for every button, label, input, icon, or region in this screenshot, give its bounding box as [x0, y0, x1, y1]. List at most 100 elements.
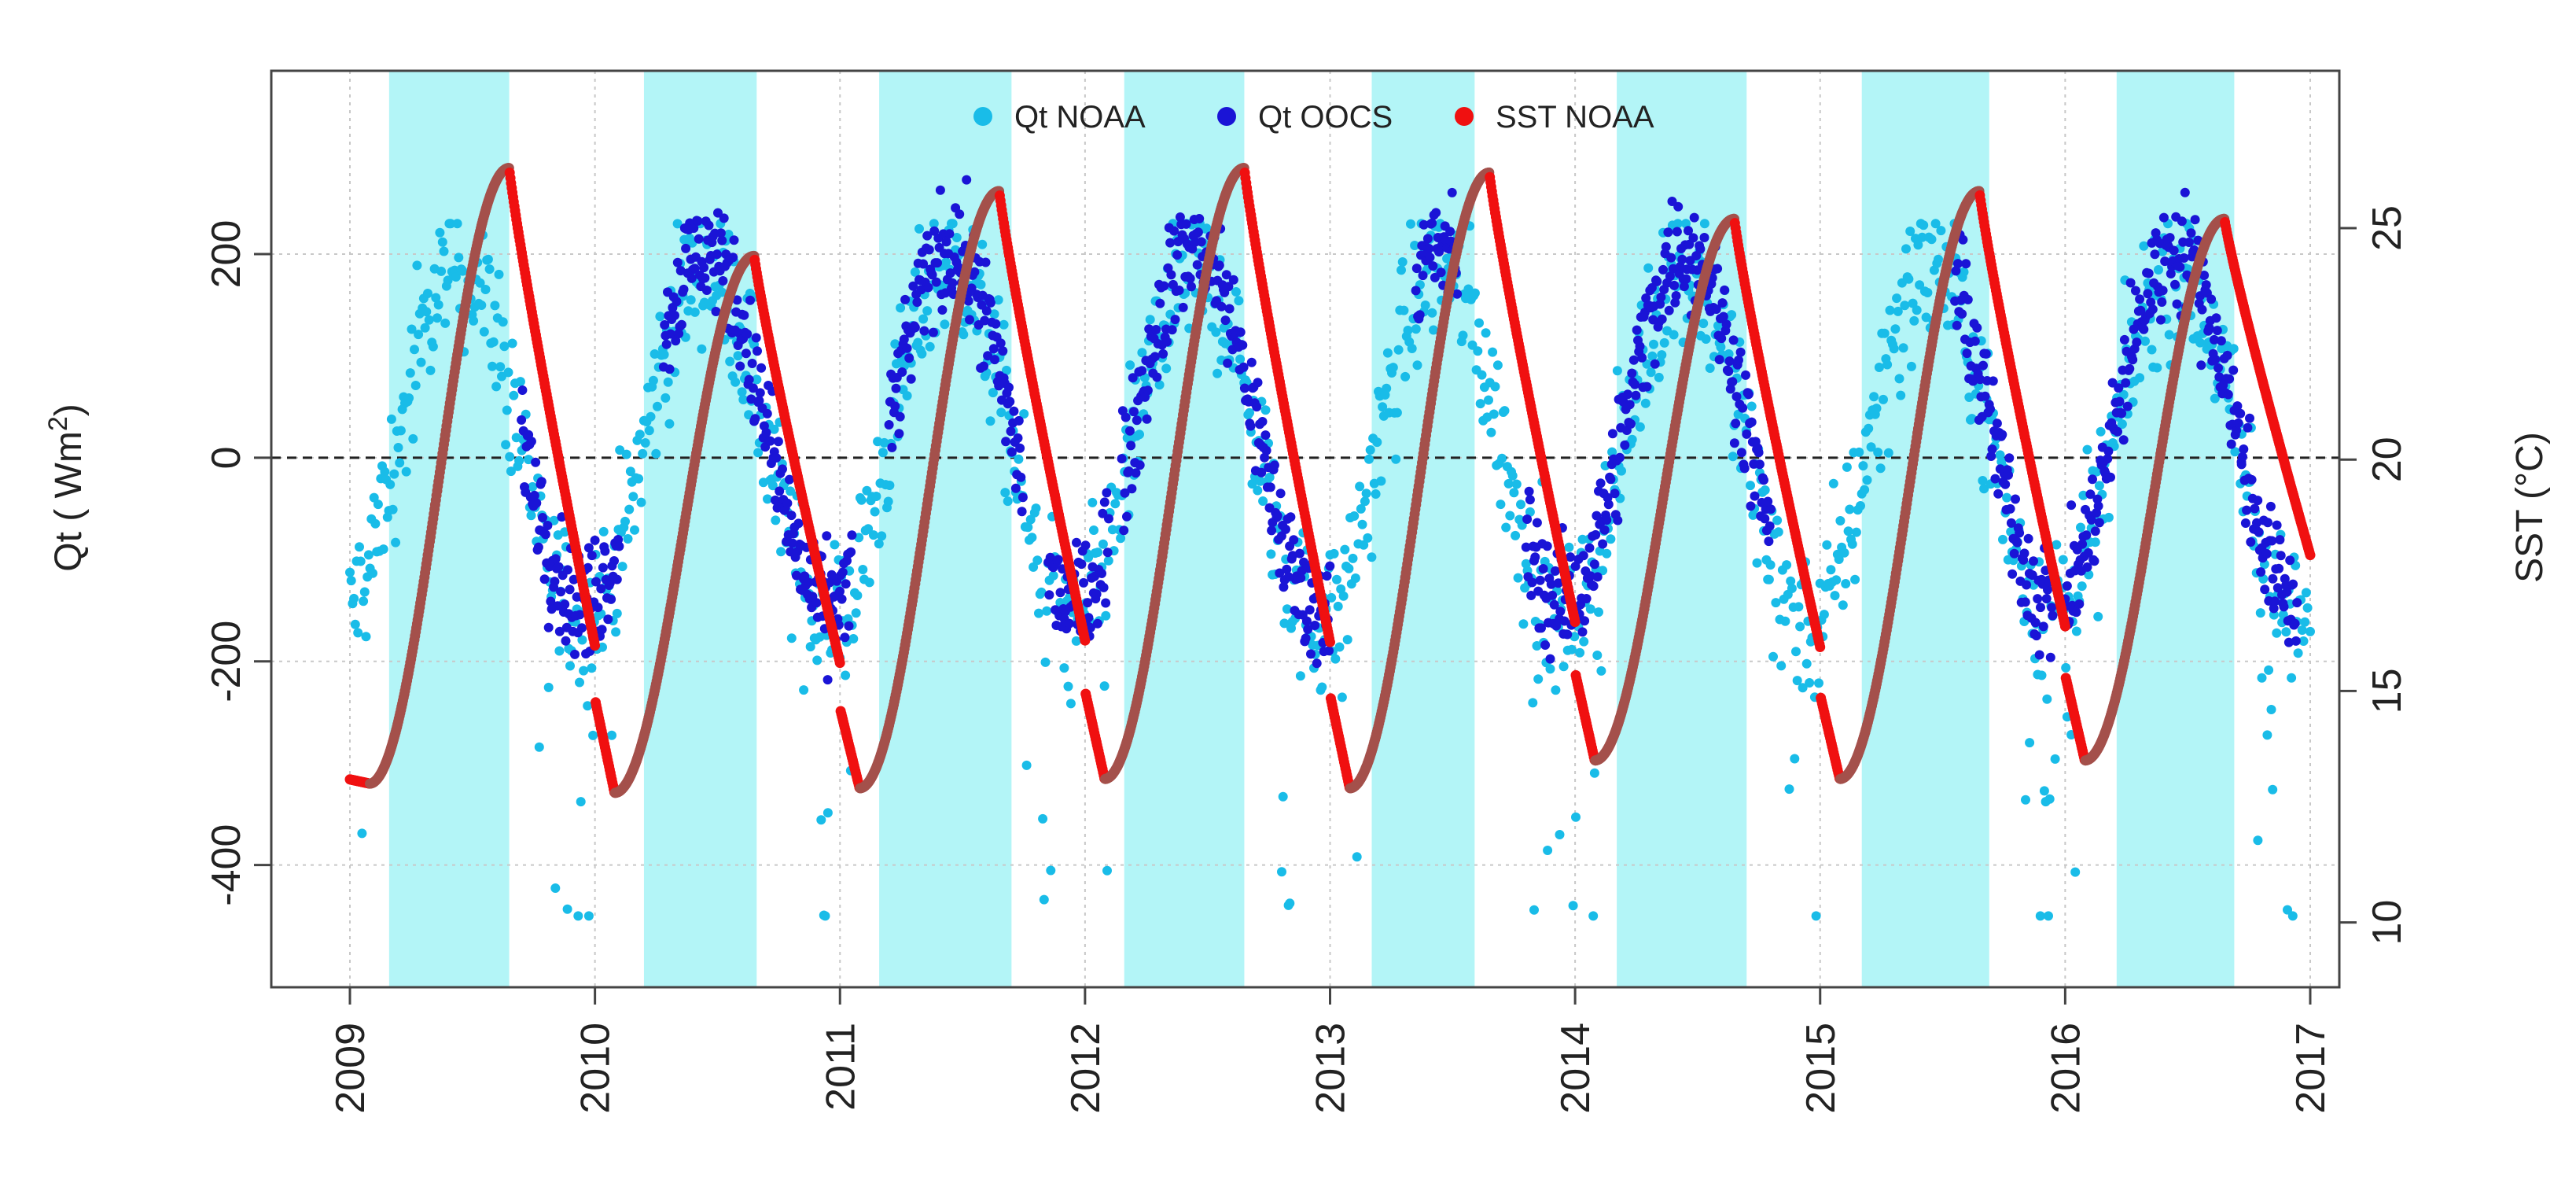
qt-oocs-point	[1731, 418, 1741, 429]
qt-noaa-point	[408, 433, 418, 444]
qt-oocs-point	[1286, 512, 1296, 522]
qt-noaa-point	[1258, 496, 1268, 506]
qt-oocs-point	[1187, 282, 1196, 292]
qt-noaa-point	[786, 486, 796, 496]
qt-noaa-point	[2021, 795, 2030, 805]
qt-oocs-point	[1736, 448, 1746, 458]
qt-noaa-point	[663, 377, 673, 387]
qt-oocs-point	[902, 343, 912, 353]
qt-oocs-point	[1124, 426, 1135, 436]
qt-oocs-point	[570, 649, 580, 659]
qt-oocs-point	[1065, 618, 1074, 629]
qt-noaa-point	[1589, 768, 1599, 778]
qt-oocs-point	[1143, 385, 1153, 396]
qt-oocs-point	[1764, 536, 1774, 547]
qt-noaa-point	[1607, 447, 1617, 457]
qt-noaa-point	[1488, 347, 1498, 357]
qt-oocs-point	[979, 361, 988, 371]
qt-oocs-point	[906, 374, 916, 384]
qt-noaa-point	[439, 246, 449, 256]
qt-oocs-point	[2285, 555, 2295, 566]
qt-noaa-point	[1264, 472, 1275, 482]
qt-noaa-point	[405, 368, 415, 378]
qt-noaa-point	[1908, 298, 1918, 308]
qt-oocs-point	[719, 213, 729, 223]
qt-oocs-point	[948, 278, 958, 288]
qt-noaa-point	[918, 314, 929, 324]
sst-noaa-point	[1570, 617, 1581, 628]
qt-noaa-point	[543, 682, 554, 692]
qt-noaa-point	[1814, 678, 1823, 688]
qt-noaa-point	[738, 395, 749, 404]
qt-noaa-point	[1866, 442, 1876, 452]
qt-oocs-point	[1301, 616, 1312, 626]
qt-oocs-point	[2030, 618, 2041, 628]
qt-noaa-point	[1669, 330, 1679, 340]
qt-oocs-point	[1166, 270, 1176, 280]
qt-oocs-point	[1142, 414, 1152, 424]
qt-noaa-point	[370, 518, 381, 529]
qt-oocs-point	[1092, 618, 1102, 629]
qt-noaa-point	[1277, 867, 1286, 877]
qt-oocs-point	[597, 625, 607, 635]
qt-noaa-point	[2039, 786, 2049, 796]
qt-oocs-point	[1306, 649, 1316, 659]
qt-oocs-point	[1610, 489, 1620, 499]
qt-oocs-point	[1972, 323, 1982, 333]
qt-noaa-point	[501, 440, 511, 450]
qt-oocs-point	[1540, 640, 1551, 650]
qt-oocs-point	[2279, 602, 2289, 612]
qt-noaa-point	[1936, 226, 1946, 236]
qt-oocs-point	[822, 675, 833, 685]
qt-noaa-point	[507, 338, 517, 348]
qt-oocs-point	[1657, 314, 1667, 324]
qt-noaa-point	[1359, 540, 1369, 550]
qt-oocs-point	[2260, 584, 2270, 595]
qt-noaa-point	[929, 219, 939, 229]
qt-oocs-point	[962, 175, 972, 185]
qt-oocs-point	[912, 297, 922, 308]
qt-noaa-point	[1912, 305, 1922, 315]
qt-oocs-point	[2066, 500, 2077, 511]
sst-noaa-point	[834, 658, 845, 669]
qt-noaa-point	[1255, 476, 1265, 486]
qt-noaa-point	[1768, 651, 1778, 662]
qt-oocs-point	[1759, 475, 1768, 485]
qt-oocs-point	[2291, 636, 2301, 646]
qt-noaa-point	[475, 278, 485, 288]
qt-oocs-point	[1418, 271, 1428, 281]
qt-noaa-point	[940, 319, 950, 330]
qt-noaa-point	[996, 407, 1006, 418]
qt-oocs-point	[2147, 304, 2158, 315]
qt-noaa-point	[646, 411, 656, 422]
qt-noaa-point	[1065, 699, 1076, 709]
qt-oocs-point	[1415, 310, 1425, 320]
qt-oocs-point	[1072, 537, 1081, 548]
qt-noaa-point	[499, 341, 510, 352]
qt-oocs-point	[2156, 315, 2166, 325]
qt-noaa-point	[914, 223, 924, 234]
qt-oocs-point	[931, 277, 941, 287]
qt-noaa-point	[565, 661, 575, 671]
qt-oocs-point	[1004, 382, 1014, 393]
qt-noaa-point	[999, 319, 1009, 330]
qt-oocs-point	[2275, 535, 2285, 545]
sst-noaa-point	[1080, 635, 1091, 646]
qt-oocs-point	[744, 374, 754, 385]
qt-oocs-point	[532, 498, 542, 508]
qt-noaa-point	[1023, 522, 1033, 533]
qt-oocs-point	[935, 185, 945, 195]
qt-oocs-point	[981, 306, 992, 316]
qt-noaa-point	[863, 524, 874, 534]
qt-noaa-point	[1063, 681, 1073, 691]
qt-oocs-point	[712, 249, 722, 260]
qt-noaa-point	[1842, 462, 1852, 472]
qt-oocs-point	[1754, 459, 1765, 470]
qt-noaa-point	[2255, 608, 2265, 618]
qt-oocs-point	[1766, 504, 1776, 514]
qt-noaa-point	[1900, 300, 1910, 311]
qt-noaa-point	[1890, 324, 1901, 334]
qt-oocs-point	[1424, 243, 1434, 253]
qt-noaa-point	[1403, 326, 1413, 335]
qt-noaa-point	[1497, 453, 1507, 463]
